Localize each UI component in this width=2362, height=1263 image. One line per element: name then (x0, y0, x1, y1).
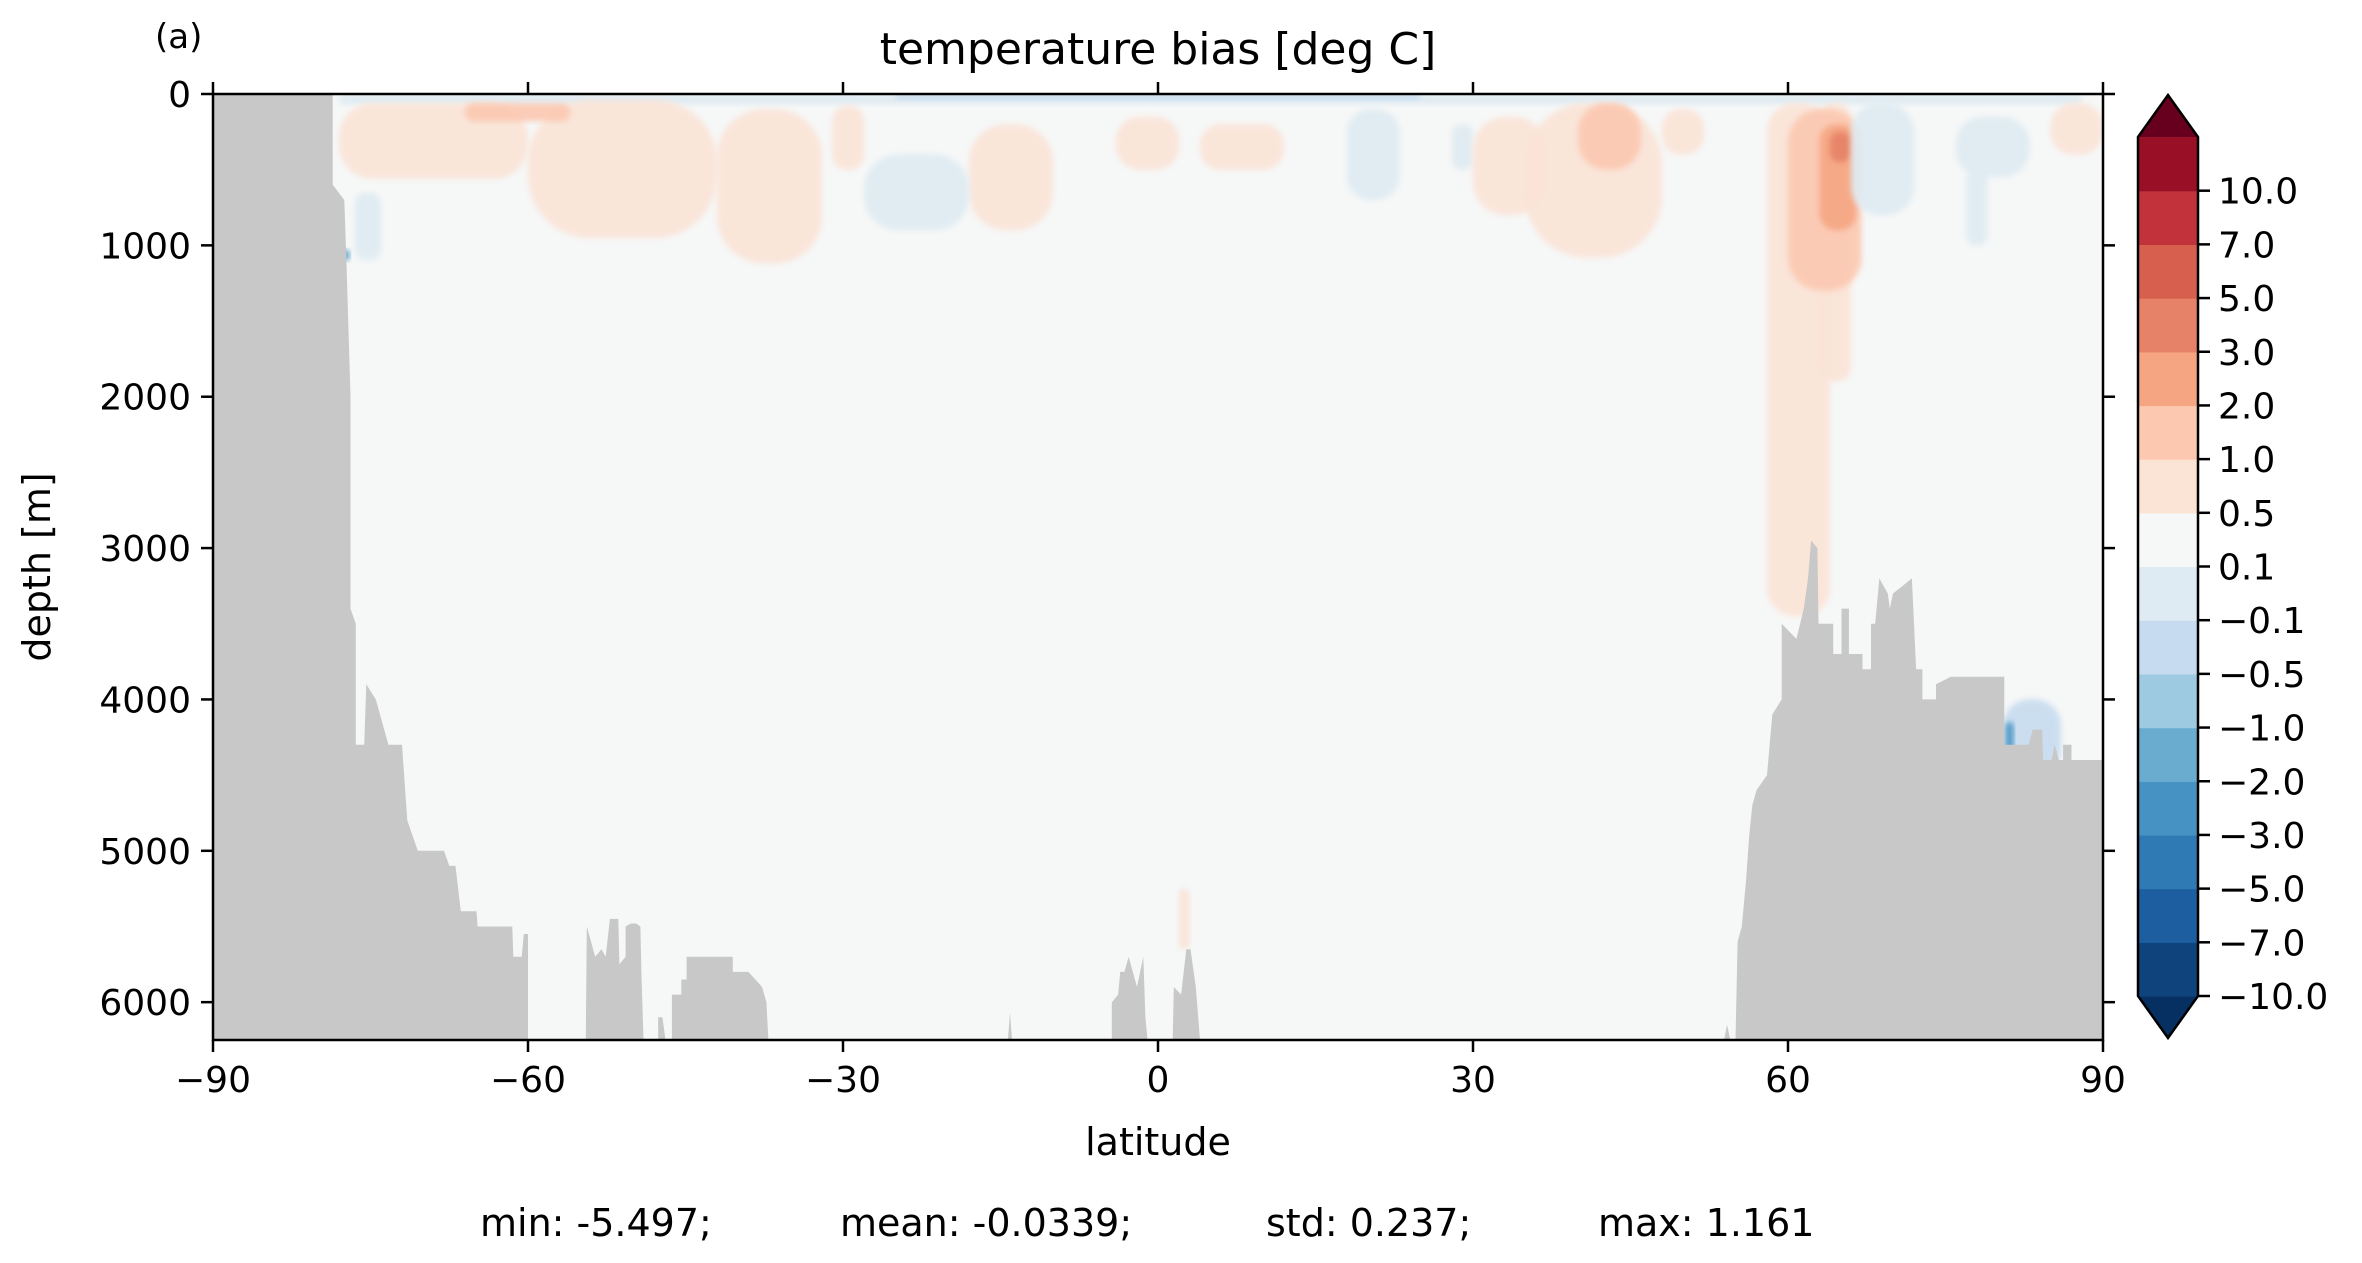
x-tick-label: 30 (1450, 1060, 1496, 1101)
y-tick-label: 3000 (99, 529, 191, 570)
warm-patch-south-7 (1116, 116, 1179, 170)
x-axis: −90 −60 −30 0 30 60 90 (175, 82, 2126, 1101)
seamount-3 (671, 956, 769, 1040)
warm-patch-south-2 (528, 100, 717, 238)
cool-patch-mid-2 (1452, 124, 1473, 170)
colorbar-bin (2138, 727, 2198, 782)
x-axis-label: latitude (1085, 1120, 1231, 1164)
colorbar-tick-label: −3.0 (2218, 816, 2305, 857)
warm-patch-south-3 (717, 109, 822, 264)
land-south (213, 94, 528, 1040)
warm-patch-north-4 (1662, 109, 1704, 155)
seamount-5 (1111, 956, 1148, 1040)
warm-patch-south-1 (339, 103, 528, 179)
plot-area: −90 −60 −30 0 30 60 90 0 1000 2000 3000 4000 5000 60… (99, 75, 2126, 1101)
stat-max: max: 1.161 (1598, 1201, 1814, 1245)
land-north (1724, 540, 2103, 1040)
colorbar-tick-label: 1.0 (2218, 440, 2275, 481)
x-tick-label: 0 (1147, 1060, 1170, 1101)
colorbar-bin (2138, 405, 2198, 460)
x-tick-label: −60 (490, 1060, 566, 1101)
colorbar-bin (2138, 888, 2198, 943)
seamount-6 (1172, 949, 1200, 1040)
land-mask (213, 94, 2103, 1040)
y-tick-label: 0 (168, 75, 191, 116)
colorbar-bin (2138, 620, 2198, 675)
colorbar-tick-label: 7.0 (2218, 225, 2275, 266)
colorbar-bin (2138, 244, 2198, 299)
panel-label: (a) (155, 17, 202, 57)
colorbar-bin (2138, 351, 2198, 407)
colorbar-tick-label: 5.0 (2218, 279, 2275, 320)
colorbar-tick-label: −7.0 (2218, 923, 2305, 964)
cool-patch-north-2 (1956, 116, 2030, 178)
colorbar-tick-label: −2.0 (2218, 762, 2305, 803)
cool-patch-south-1 (864, 154, 969, 231)
y-tick-label: 1000 (99, 226, 191, 267)
colorbar-tick-label: 2.0 (2218, 386, 2275, 427)
colorbar-bin (2138, 942, 2198, 997)
y-tick-label: 5000 (99, 832, 191, 873)
colorbar-bin (2138, 834, 2198, 890)
stats-line: min: -5.497; mean: -0.0339; std: 0.237; … (480, 1201, 1814, 1245)
warm-patch-north-10 (2050, 103, 2103, 155)
bias-field (339, 94, 2103, 950)
seamount-1 (585, 918, 644, 1040)
warm-patch-south-4 (465, 103, 570, 122)
y-axis-label: depth [m] (15, 472, 59, 661)
stat-mean: mean: -0.0339; (840, 1201, 1132, 1245)
x-tick-label: −90 (175, 1060, 251, 1101)
colorbar-tick-label: −0.5 (2218, 655, 2305, 696)
cool-patch-north-3 (1966, 169, 1988, 246)
colorbar-tick-label: 0.5 (2218, 494, 2275, 535)
colorbar-over-arrow (2138, 95, 2198, 137)
x-tick-label: 90 (2080, 1060, 2126, 1101)
y-tick-label: 2000 (99, 378, 191, 419)
colorbar-bin (2138, 190, 2198, 245)
stat-std: std: 0.237; (1266, 1201, 1471, 1245)
colorbar: −10.0 −7.0 −5.0 −3.0 −2.0 −1.0 −0.5 −0.1 0.1 0.5 1… (2136, 92, 2328, 1041)
chart-title: temperature bias [deg C] (880, 24, 1437, 75)
colorbar-tick-label: 10.0 (2218, 172, 2298, 213)
surface-band-blue-strong (895, 94, 1421, 101)
colorbar-bin (2138, 673, 2198, 729)
warm-patch-north-3 (1578, 103, 1641, 170)
warm-patch-south-6 (969, 124, 1053, 231)
warm-patch-south-8 (1200, 124, 1284, 170)
y-axis: 0 1000 2000 3000 4000 5000 6000 (99, 75, 2115, 1024)
colorbar-tick-label: −0.1 (2218, 601, 2305, 642)
cool-patch-north-1 (1851, 103, 1914, 216)
y-tick-label: 4000 (99, 680, 191, 721)
warm-patch-equator-deep (1179, 888, 1190, 950)
colorbar-bin (2138, 137, 2198, 192)
colorbar-tick-label: 0.1 (2218, 548, 2275, 589)
warm-patch-north-9 (1830, 131, 1851, 163)
y-tick-label: 6000 (99, 983, 191, 1024)
colorbar-tick-label: 3.0 (2218, 333, 2275, 374)
colorbar-bin (2138, 566, 2198, 621)
colorbar-tick-label: −10.0 (2218, 977, 2328, 1018)
colorbar-bin (2138, 298, 2198, 353)
colorbar-under-arrow (2138, 996, 2198, 1038)
stat-min: min: -5.497; (480, 1201, 712, 1245)
seamount-4 (1007, 1012, 1012, 1040)
seamount-2 (658, 1017, 666, 1040)
x-tick-label: −30 (805, 1060, 881, 1101)
colorbar-tick-label: −1.0 (2218, 709, 2305, 750)
x-tick-label: 60 (1765, 1060, 1811, 1101)
colorbar-bin (2138, 459, 2198, 514)
cool-patch-mid-1 (1347, 109, 1400, 200)
colorbar-bin (2138, 512, 2198, 568)
colorbar-tick-label: −5.0 (2218, 870, 2305, 911)
colorbar-bin (2138, 781, 2198, 836)
warm-patch-south-5 (832, 106, 864, 170)
cool-patch-south-2 (354, 192, 382, 261)
